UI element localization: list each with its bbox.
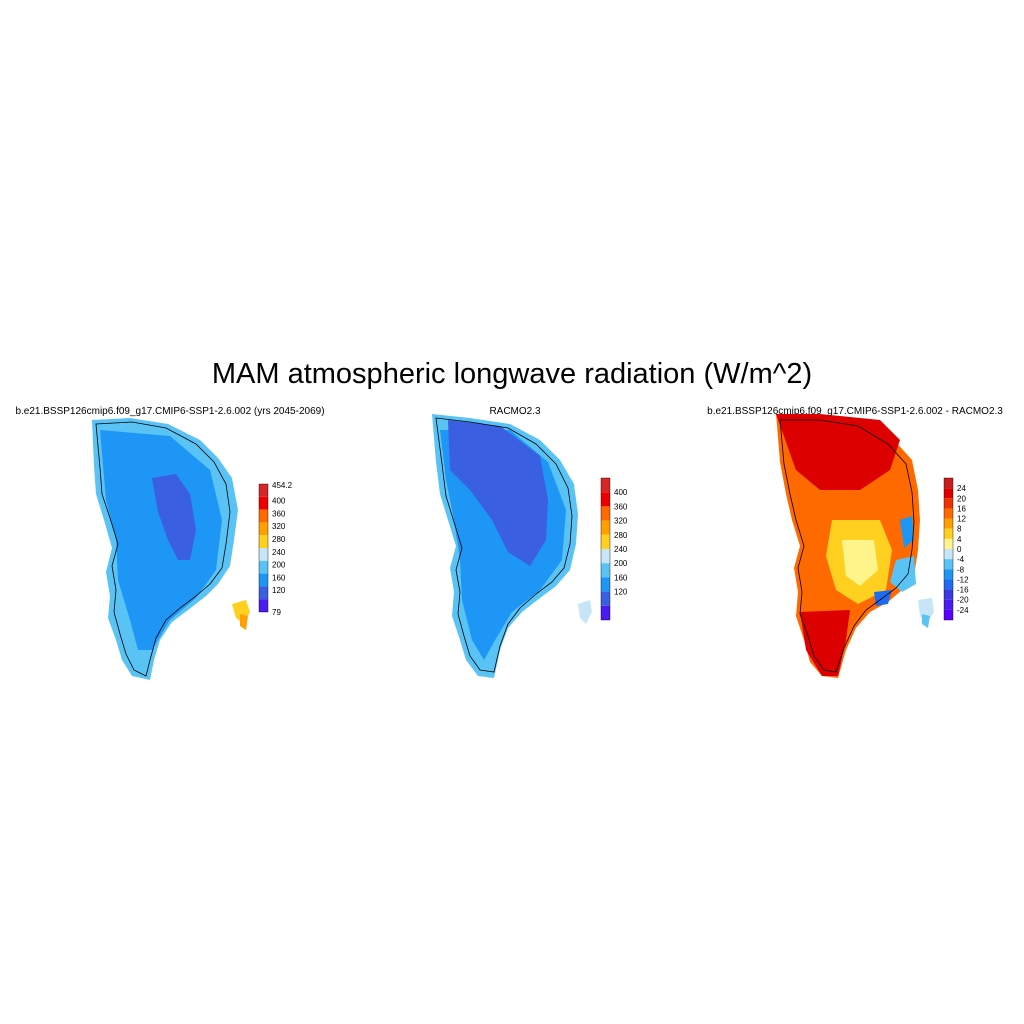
colorbar-tick-label: 360 [272,509,286,518]
colorbar-swatch [259,522,268,536]
colorbar-swatch [259,548,268,561]
colorbar-swatch [944,569,953,580]
coastline [95,421,231,677]
colorbar-tick-label: 20 [957,494,966,503]
coastline [779,419,915,673]
colorbar-swatch [944,549,953,560]
colorbar-swatch [944,589,953,600]
colorbar-tick-label: 120 [272,586,286,595]
colorbar-tick-label: -12 [957,575,969,584]
colorbar-tick-label: 240 [614,545,628,554]
colorbar-tick-label: 200 [614,559,628,568]
panel-title-model: b.e21.BSSP126cmip6.f09_g17.CMIP6-SSP1-2.… [15,406,325,417]
colorbar-swatch [601,520,610,535]
colorbar-swatch [259,560,268,574]
colorbar-tick-label: 454.2 [272,481,293,490]
colorbar-tick-label: 400 [272,497,286,506]
colorbar-tick-label: 160 [614,573,628,582]
panel-title-diff: b.e21.BSSP126cmip6.f09_g17.CMIP6-SSP1-2.… [707,406,1003,417]
colorbar-outline [258,483,269,613]
colorbar-tick-label: 16 [957,504,966,513]
coastline [435,417,573,673]
colorbar-tick-label: -4 [957,555,965,564]
map-panel-obs [432,414,592,678]
colorbar-tick-label: 280 [614,531,628,540]
colorbar-swatch [944,478,953,489]
colorbar-swatch [944,508,953,519]
colorbar-swatch [259,573,268,587]
colorbar-tick-label: 4 [957,535,962,544]
ice-sheet-core [448,420,548,566]
diff-center-light [842,540,878,586]
colorbar-tick-label: -20 [957,596,969,605]
colorbar-swatch [944,538,953,549]
colorbar-tick-label: -8 [957,565,965,574]
colorbar-swatch [601,492,610,507]
colorbar-tick-label: 200 [272,561,286,570]
colorbar-tick-label: 24 [957,484,966,493]
panel-title-obs: RACMO2.3 [489,406,541,417]
diff-south [800,610,850,676]
colorbar-swatch [944,518,953,529]
colorbar-swatch [601,549,610,564]
colorbar-tick-label: 160 [272,573,286,582]
colorbar-swatch [259,509,268,523]
ice-sheet-core [152,474,196,560]
map-panel-model [92,418,250,680]
colorbar-tick-label: 0 [957,545,962,554]
colorbar-swatch [944,599,953,610]
colorbar-outline [600,477,611,621]
colorbar-swatch [259,535,268,548]
colorbar-swatch [601,577,610,592]
colorbar-tick-label: -24 [957,606,969,615]
colorbar-swatch [944,498,953,509]
colorbar-swatch [601,534,610,549]
colorbar-tick-label: 280 [272,535,286,544]
colorbar-swatch [944,528,953,539]
map-panel-diff [776,414,934,678]
colorbar-swatch [944,488,953,499]
ice-sheet-inner [100,430,222,650]
colorbar-swatch [259,484,268,497]
colorbar-swatch [259,586,268,600]
colorbar-tick-label: 400 [614,488,628,497]
colorbar-swatch [944,559,953,570]
colorbar-tick-label: 79 [272,608,281,617]
figure-title: MAM atmospheric longwave radiation (W/m^… [211,358,813,390]
colorbar-tick-label: 320 [614,517,628,526]
colorbar-swatch [944,609,953,620]
colorbar-swatch [601,563,610,578]
colorbar-swatch [601,506,610,521]
colorbar-tick-label: 360 [614,502,628,511]
colorbar-swatch [259,496,268,510]
colorbar-swatch [601,605,610,620]
colorbar-tick-label: 120 [614,588,628,597]
colorbar-swatch [259,599,268,612]
colorbar-model: 454.2 400 360 320 280 240 200 160 120 79 [258,481,293,617]
colorbar-tick-label: 320 [272,522,286,531]
colorbar-swatch [601,478,610,493]
colorbar-tick-label: 240 [272,548,286,557]
colorbar-obs: 400 360 320 280 240 200 160 120 [600,477,628,621]
colorbar-tick-label: -16 [957,586,969,595]
colorbar-swatch [601,591,610,606]
iceland-patch [578,600,592,624]
colorbar-swatch [944,579,953,590]
colorbar-outline [943,477,954,621]
colorbar-tick-label: 8 [957,525,962,534]
colorbar-tick-label: 12 [957,515,966,524]
